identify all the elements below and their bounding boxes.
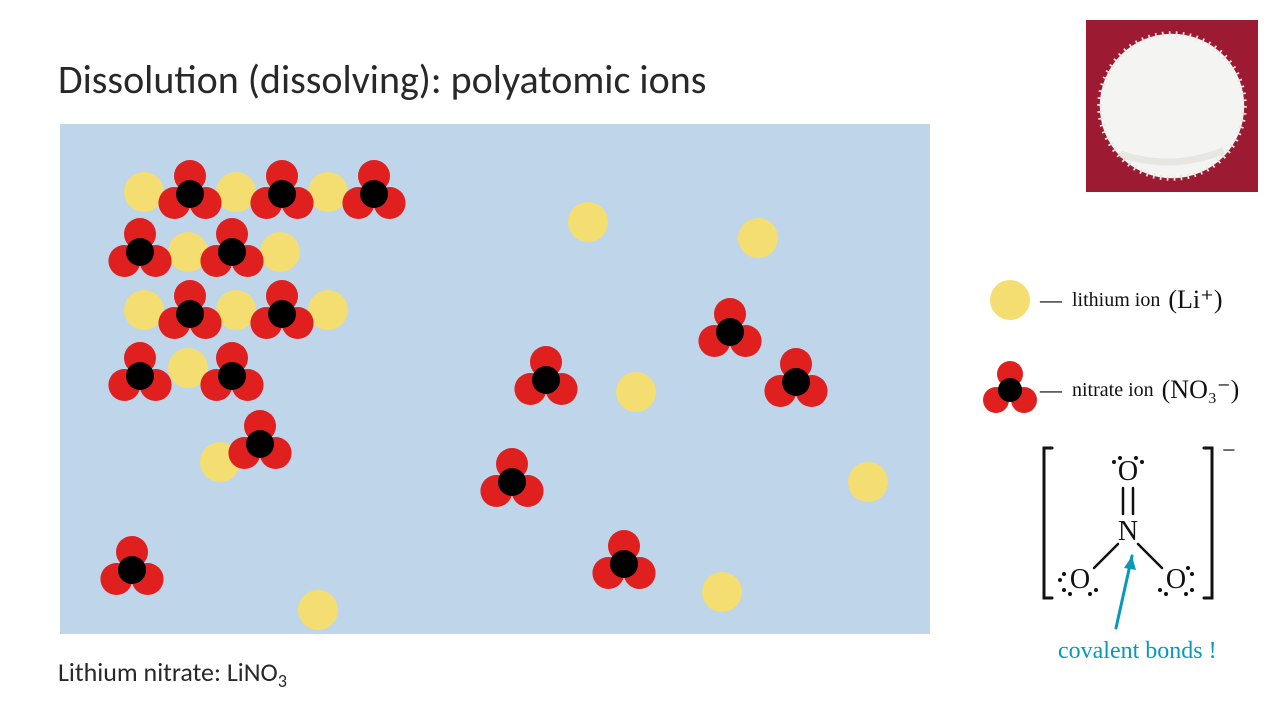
lewis-structure: − O N O O — [1040, 440, 1250, 630]
legend: — lithium ion (Li⁺) — nitrate ion (NO₃⁻) — [980, 270, 1270, 450]
legend-lithium-label: lithium ion — [1072, 289, 1160, 311]
legend-nitrate: — nitrate ion (NO₃⁻) — [980, 360, 1270, 420]
covalent-bonds-label: covalent bonds ! — [1058, 638, 1217, 665]
svg-text:N: N — [1118, 516, 1138, 547]
lithium-icon — [980, 270, 1040, 330]
dissolution-diagram — [60, 124, 930, 634]
compound-name: Lithium nitrate: — [58, 656, 227, 688]
legend-lithium-formula: (Li⁺) — [1168, 285, 1222, 315]
nitrate-icon — [980, 360, 1040, 420]
page-title: Dissolution (dissolving): polyatomic ion… — [58, 55, 706, 104]
legend-nitrate-label: nitrate ion — [1072, 379, 1154, 401]
photo-thumbnail — [1086, 20, 1258, 192]
svg-text:O: O — [1166, 564, 1186, 595]
svg-text:O: O — [1118, 456, 1138, 487]
compound-caption: Lithium nitrate: LiNO3 — [58, 656, 287, 692]
compound-formula-sub: 3 — [278, 670, 287, 692]
legend-nitrate-formula: (NO₃⁻) — [1162, 375, 1240, 405]
legend-lithium: — lithium ion (Li⁺) — [980, 270, 1270, 330]
compound-formula: LiNO — [227, 656, 278, 688]
svg-text:−: − — [1222, 440, 1236, 464]
svg-text:O: O — [1070, 564, 1090, 595]
